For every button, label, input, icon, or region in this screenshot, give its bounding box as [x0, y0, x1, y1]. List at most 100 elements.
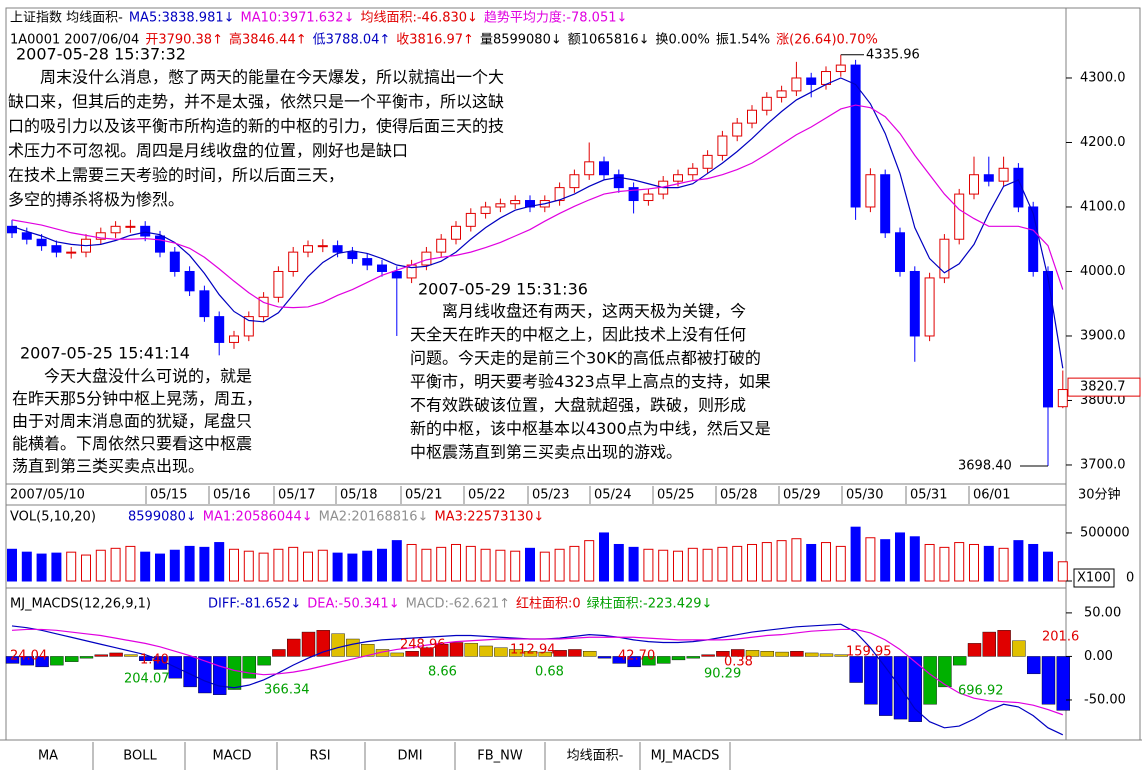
candle-body — [1043, 270, 1053, 408]
macd-bar — [612, 656, 626, 664]
tab[interactable]: FB_NW — [477, 749, 523, 764]
macd-bar — [805, 652, 819, 657]
volume-value: MA2:20168816↓ — [319, 510, 429, 525]
volume-bar — [998, 547, 1009, 582]
y-tick-label: 3900.0 — [1080, 328, 1126, 343]
tab[interactable]: MACD — [213, 749, 252, 764]
volume-bar — [421, 548, 432, 582]
tab[interactable]: BOLL — [123, 749, 157, 764]
low-label: 3698.40 — [958, 459, 1012, 474]
volume-bar — [406, 543, 417, 582]
note-line: 中枢震荡直到第三买卖点出现的游戏。 — [410, 443, 682, 462]
volume-bar — [391, 540, 402, 582]
volume-bar — [628, 546, 639, 582]
indicator-value: 均线面积:-46.830↓ — [360, 11, 477, 26]
quote-value: 开3790.38↑ — [145, 33, 223, 48]
candle-body — [199, 290, 210, 318]
unit-box — [1073, 568, 1115, 588]
volume-bar — [865, 537, 876, 582]
volume-bar — [7, 548, 17, 582]
macd-bar — [138, 656, 153, 661]
macd-bar — [1026, 656, 1041, 675]
date-label: 05/15 — [150, 488, 187, 503]
area-label: 0.68 — [535, 665, 564, 680]
candle-body — [673, 174, 683, 182]
macd-bar — [819, 653, 834, 657]
candle-body — [495, 203, 506, 208]
area-label: 42.70 — [618, 649, 655, 664]
macd-bar — [35, 656, 49, 668]
note-title: 2007-05-28 15:37:32 — [16, 45, 186, 64]
volume-bar — [495, 549, 506, 582]
volume-bar — [243, 550, 254, 582]
macd-bar — [242, 656, 257, 679]
note-line: 在技术上需要三天考验的时间，所以后面三天， — [8, 166, 344, 185]
macd-value: DIFF:-81.652↓ — [208, 597, 301, 612]
macd-bar — [731, 649, 745, 657]
macd-bar — [50, 656, 64, 666]
area-label: 112.94 — [510, 643, 556, 658]
candle-body — [95, 232, 106, 240]
candle-body — [983, 174, 994, 182]
volume-bar — [66, 551, 77, 582]
area-label: 248.96 — [400, 638, 446, 653]
note-line: 荡直到第三类买卖点出现。 — [12, 457, 204, 476]
note-line: 多空的搏杀将极为惨烈。 — [8, 190, 184, 209]
volume-bar — [140, 551, 151, 582]
macd-bar — [494, 647, 508, 657]
candle-body — [747, 109, 757, 124]
date-label: 05/23 — [532, 488, 569, 503]
macd-bar — [671, 656, 686, 661]
volume-bar — [717, 546, 728, 582]
area-label: 1.40 — [140, 653, 169, 668]
macd-bar — [997, 630, 1011, 657]
quote-value: 涨(26.64)0.70% — [776, 33, 878, 48]
candle-body — [776, 90, 787, 98]
macd-bar — [64, 656, 79, 662]
quote-value: 量8599080↓ — [480, 33, 562, 48]
volume-bar — [643, 548, 654, 582]
candle-body — [155, 235, 165, 253]
quote-value: 低3788.04↑ — [313, 33, 391, 48]
volume-bar — [761, 542, 772, 582]
tab[interactable]: MA — [38, 749, 58, 764]
volume-bar — [1057, 561, 1068, 582]
tab[interactable]: RSI — [309, 749, 330, 764]
macd-bar — [790, 651, 804, 657]
quote-value: 收3816.97↑ — [396, 33, 474, 48]
macd-bar — [449, 642, 464, 657]
volume-bar — [673, 550, 683, 582]
macd-bar — [701, 654, 715, 657]
tab[interactable]: DMI — [397, 749, 422, 764]
tab[interactable]: 均线面积- — [567, 749, 624, 764]
candle-body — [969, 174, 979, 195]
volume-value: 8599080↓ — [128, 510, 197, 525]
tab[interactable]: MJ_MACDS — [651, 749, 720, 764]
area-label: 0.38 — [724, 655, 753, 670]
macd-bar — [1012, 640, 1026, 657]
volume-bar — [510, 550, 521, 582]
volume-bar — [821, 542, 831, 582]
candle-body — [569, 174, 580, 189]
volume-bar — [880, 539, 891, 582]
volume-bar — [776, 540, 787, 582]
candle-body — [835, 64, 846, 73]
candle-body — [214, 316, 225, 343]
note-line: 能横着。下周依然只要看这中枢震 — [12, 434, 252, 453]
macd-bar — [198, 656, 212, 694]
macd-bar — [109, 652, 123, 657]
macd-bar — [953, 656, 967, 666]
quote-value: 振1.54% — [716, 33, 770, 48]
candle-body — [613, 174, 624, 189]
macd-bar — [553, 650, 567, 657]
volume-bar — [465, 545, 476, 582]
volume-bar — [909, 536, 920, 582]
volume-bar — [969, 543, 979, 582]
macd-value: 绿柱面积:-223.429↓ — [587, 597, 713, 612]
candle-body — [850, 64, 861, 208]
macd-bar — [775, 651, 789, 657]
macd-bar — [361, 644, 375, 657]
volume-bar — [687, 547, 698, 582]
candle-body — [584, 161, 595, 176]
